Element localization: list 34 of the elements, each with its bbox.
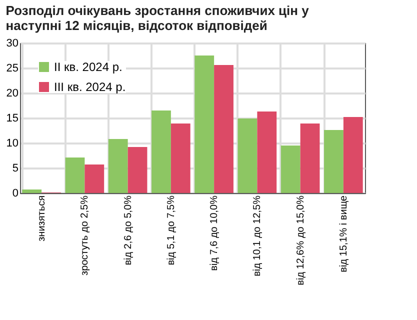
x-tick-label: від 10,1 до 12,5% xyxy=(252,195,264,276)
x-tick-label: від 7,6 до 10,0% xyxy=(209,195,220,271)
y-tick-label: 5 xyxy=(12,162,18,174)
bar xyxy=(65,158,85,193)
legend-label: II кв. 2024 р. xyxy=(54,60,122,74)
bar xyxy=(22,190,42,193)
x-tick-label: від 5,1 до 7,5% xyxy=(166,195,177,266)
y-tick-label: 10 xyxy=(6,138,18,150)
text: Розподіл очікувань зростання споживчих цін у xyxy=(6,3,309,18)
y-tick-label: 30 xyxy=(6,38,18,50)
y-tick-label: 0 xyxy=(12,188,18,200)
bar xyxy=(257,112,277,193)
y-tick-label: 20 xyxy=(6,88,18,100)
x-tick-label: зростуть до 2,5% xyxy=(80,195,91,276)
bar xyxy=(214,65,234,193)
bar xyxy=(170,124,190,193)
x-tick-label: від 15,1% і вище xyxy=(338,195,350,272)
y-tick-label: 15 xyxy=(6,112,18,124)
legend-label: III кв. 2024 р. xyxy=(54,80,126,94)
bar xyxy=(300,124,320,193)
x-tick-label: від 2,6 до 5,0% xyxy=(122,195,134,266)
bar xyxy=(324,130,344,193)
bar xyxy=(343,117,363,193)
bar xyxy=(84,164,104,193)
bar xyxy=(108,139,128,193)
bar xyxy=(280,146,300,193)
bar xyxy=(194,56,214,193)
bar xyxy=(238,118,258,193)
y-tick-label: 25 xyxy=(6,62,18,74)
x-tick-label: від 12,6% до 15,0% xyxy=(295,195,306,286)
text: наступні 12 місяців, відсоток відповідей xyxy=(6,18,268,33)
bar xyxy=(128,147,148,193)
x-tick-label: знизяться xyxy=(36,196,48,242)
bar xyxy=(152,110,171,193)
